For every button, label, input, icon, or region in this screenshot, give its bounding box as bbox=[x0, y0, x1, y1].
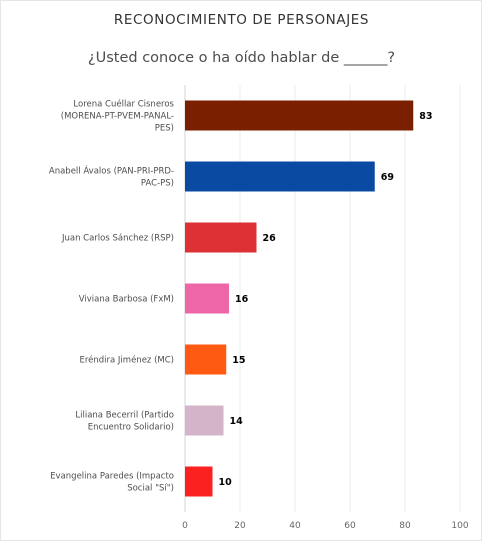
category-label-line: PES) bbox=[155, 124, 174, 134]
category-label-line: (MORENA-PT-PVEM-PANAL- bbox=[61, 112, 174, 122]
bar bbox=[185, 161, 375, 192]
x-axis-tick-labels: 0 20 40 60 80 100 bbox=[182, 521, 469, 531]
category-label-line: Liliana Becerril (Partido bbox=[75, 411, 174, 421]
value-labels: 83 69 26 16 15 14 10 bbox=[219, 111, 433, 488]
category-label: Juan Carlos Sánchez (RSP) bbox=[61, 234, 174, 244]
value-label: 10 bbox=[219, 477, 233, 488]
category-label-line: Lorena Cuéllar Cisneros bbox=[73, 99, 174, 110]
chart-title: RECONOCIMIENTO DE PERSONAJES bbox=[113, 12, 370, 28]
chart-subtitle: ¿Usted conoce o ha oído hablar de ______… bbox=[87, 50, 396, 66]
value-label: 83 bbox=[419, 111, 432, 122]
x-tick-label: 0 bbox=[182, 521, 188, 531]
value-label: 26 bbox=[263, 233, 277, 244]
bar bbox=[185, 405, 224, 436]
bars bbox=[185, 100, 414, 497]
value-label: 15 bbox=[232, 355, 245, 366]
category-label: Evangelina Paredes (Impacto Social "Sí") bbox=[50, 472, 174, 494]
value-label: 69 bbox=[381, 172, 394, 183]
bar bbox=[185, 283, 229, 314]
category-label-line: Social "Sí") bbox=[127, 484, 174, 494]
category-label-line: Eréndira Jiménez (MC) bbox=[79, 355, 174, 366]
category-label: Eréndira Jiménez (MC) bbox=[79, 355, 174, 366]
bar bbox=[185, 466, 213, 497]
category-label-line: PAC-PS) bbox=[141, 179, 174, 189]
bar bbox=[185, 100, 414, 131]
category-label: Viviana Barbosa (FxM) bbox=[79, 295, 174, 305]
x-tick-label: 40 bbox=[289, 521, 301, 531]
bar bbox=[185, 344, 227, 375]
x-tick-label: 80 bbox=[399, 521, 411, 531]
category-label: Anabell Ávalos (PAN-PRI-PRD- PAC-PS) bbox=[49, 165, 174, 189]
value-label: 14 bbox=[230, 416, 244, 427]
x-tick-label: 100 bbox=[451, 521, 468, 531]
category-label-line: Juan Carlos Sánchez (RSP) bbox=[61, 234, 174, 244]
category-label-line: Encuentro Solidario) bbox=[88, 423, 174, 433]
value-label: 16 bbox=[235, 294, 249, 305]
x-tick-label: 60 bbox=[344, 521, 356, 531]
category-label: Lorena Cuéllar Cisneros (MORENA-PT-PVEM-P… bbox=[61, 99, 175, 134]
category-label: Liliana Becerril (Partido Encuentro Solid… bbox=[75, 411, 174, 433]
category-label-line: Evangelina Paredes (Impacto bbox=[50, 472, 174, 482]
category-labels: Lorena Cuéllar Cisneros (MORENA-PT-PVEM-P… bbox=[49, 99, 175, 494]
x-tick-label: 20 bbox=[234, 521, 246, 531]
category-label-line: Viviana Barbosa (FxM) bbox=[79, 295, 174, 305]
category-label-line: Anabell Ávalos (PAN-PRI-PRD- bbox=[49, 165, 174, 177]
bar bbox=[185, 222, 257, 253]
